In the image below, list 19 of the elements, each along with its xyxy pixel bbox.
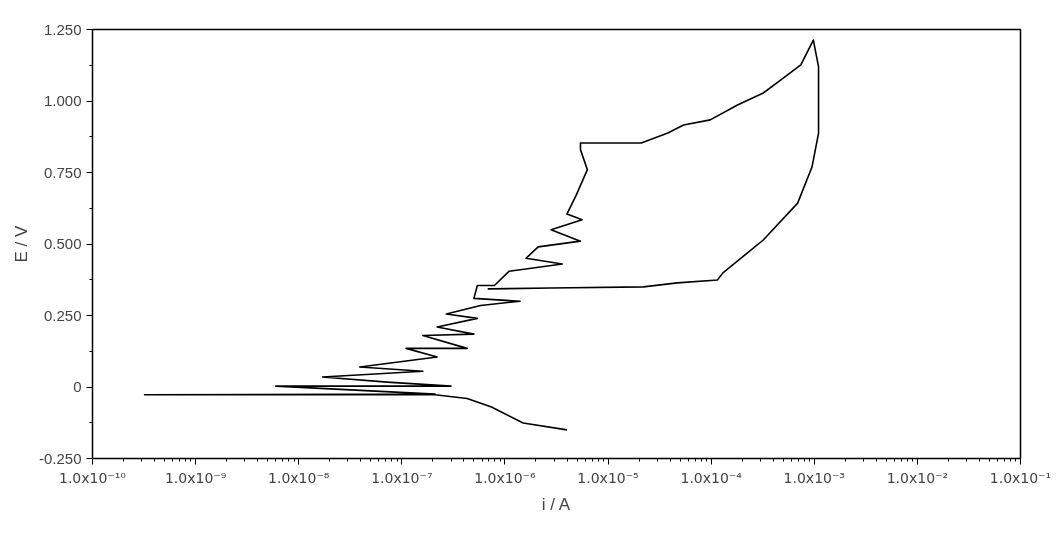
x-tick-label: 1.0x10⁻⁹ [164, 469, 227, 486]
x-axis-title: i / A [541, 494, 571, 514]
x-tick-label: 1.0x10⁻⁵ [577, 469, 639, 486]
x-tick-label: 1.0x10⁻⁷ [371, 469, 433, 486]
y-tick-label: 1.000 [43, 92, 82, 109]
y-tick-label: -0.250 [38, 449, 82, 467]
y-tick-label: 0.250 [43, 306, 82, 324]
x-tick-label: 1.0x10⁻³ [783, 469, 845, 486]
x-tick-label: 1.0x10⁻² [886, 469, 949, 486]
y-tick-label: 0.750 [43, 163, 82, 181]
y-tick-label: 0 [73, 378, 82, 395]
x-tick-label: 1.0x10⁻⁶ [474, 469, 537, 486]
y-tick-label: 1.250 [43, 20, 82, 38]
x-tick-label: 1.0x10⁻¹ [989, 469, 1052, 486]
x-tick-label: 1.0x10⁻⁸ [268, 469, 330, 486]
y-tick-label: 0.500 [43, 235, 82, 252]
x-tick-label: 1.0x10⁻¹⁰ [59, 469, 127, 486]
y-axis-title: E / V [11, 224, 31, 263]
x-tick-label: 1.0x10⁻⁴ [680, 469, 743, 486]
